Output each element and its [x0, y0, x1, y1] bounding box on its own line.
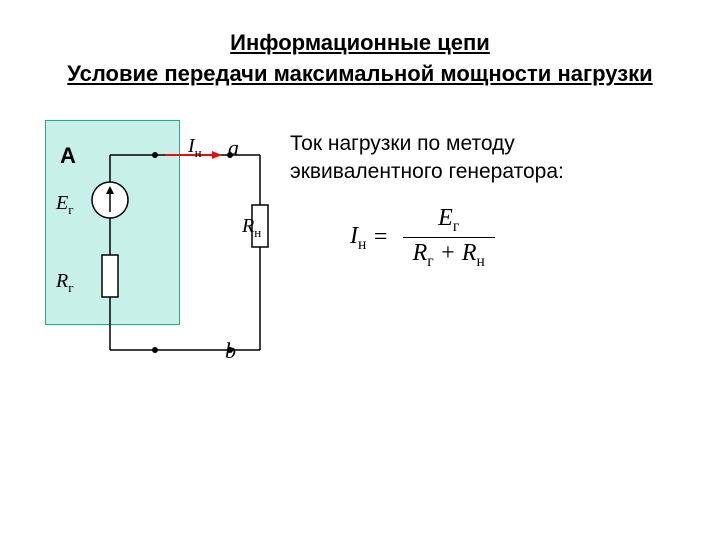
plus-sign: +: [440, 240, 462, 266]
den-sub2: н: [477, 253, 485, 270]
formula-lhs: Iн: [350, 223, 372, 249]
description-line-2: эквивалентного генератора:: [290, 158, 564, 186]
description-text: Ток нагрузки по методу эквивалентного ге…: [290, 130, 564, 187]
source-e-var: E: [56, 192, 68, 214]
title-line-1: Информационные цепи: [0, 28, 720, 59]
current-label: Iн: [188, 135, 202, 161]
den-var1: R: [413, 240, 428, 266]
current-var: I: [188, 135, 195, 157]
source-emf-label: Eг: [56, 192, 74, 218]
source-resistance-label: Rг: [56, 270, 74, 296]
formula-fraction: Eг Rг + Rн: [403, 205, 495, 272]
formula-lhs-var: I: [350, 223, 358, 249]
node-b-label: b: [225, 338, 236, 364]
title-area: Информационные цепи Условие передачи мак…: [0, 0, 720, 90]
source-r-sub: г: [68, 280, 73, 295]
load-r-var: R: [242, 215, 254, 237]
formula-denominator: Rг + Rн: [403, 238, 495, 271]
formula-lhs-sub: н: [358, 236, 366, 253]
equals-sign: =: [372, 223, 394, 249]
den-sub1: г: [427, 253, 433, 270]
source-e-sub: г: [68, 202, 73, 217]
node-a-label: a: [228, 135, 239, 161]
source-r-var: R: [56, 270, 68, 292]
num-var: E: [438, 205, 453, 231]
formula: Iн = Eг Rг + Rн: [350, 205, 495, 272]
load-r-sub: н: [254, 225, 261, 240]
den-var2: R: [462, 240, 477, 266]
load-resistance-label: Rн: [242, 215, 261, 241]
formula-numerator: Eг: [403, 205, 495, 239]
num-sub: г: [453, 217, 459, 234]
description-line-1: Ток нагрузки по методу: [290, 130, 564, 158]
generator-box-label: А: [60, 143, 76, 169]
title-line-2: Условие передачи максимальной мощности н…: [0, 59, 720, 90]
current-sub: н: [195, 145, 202, 160]
